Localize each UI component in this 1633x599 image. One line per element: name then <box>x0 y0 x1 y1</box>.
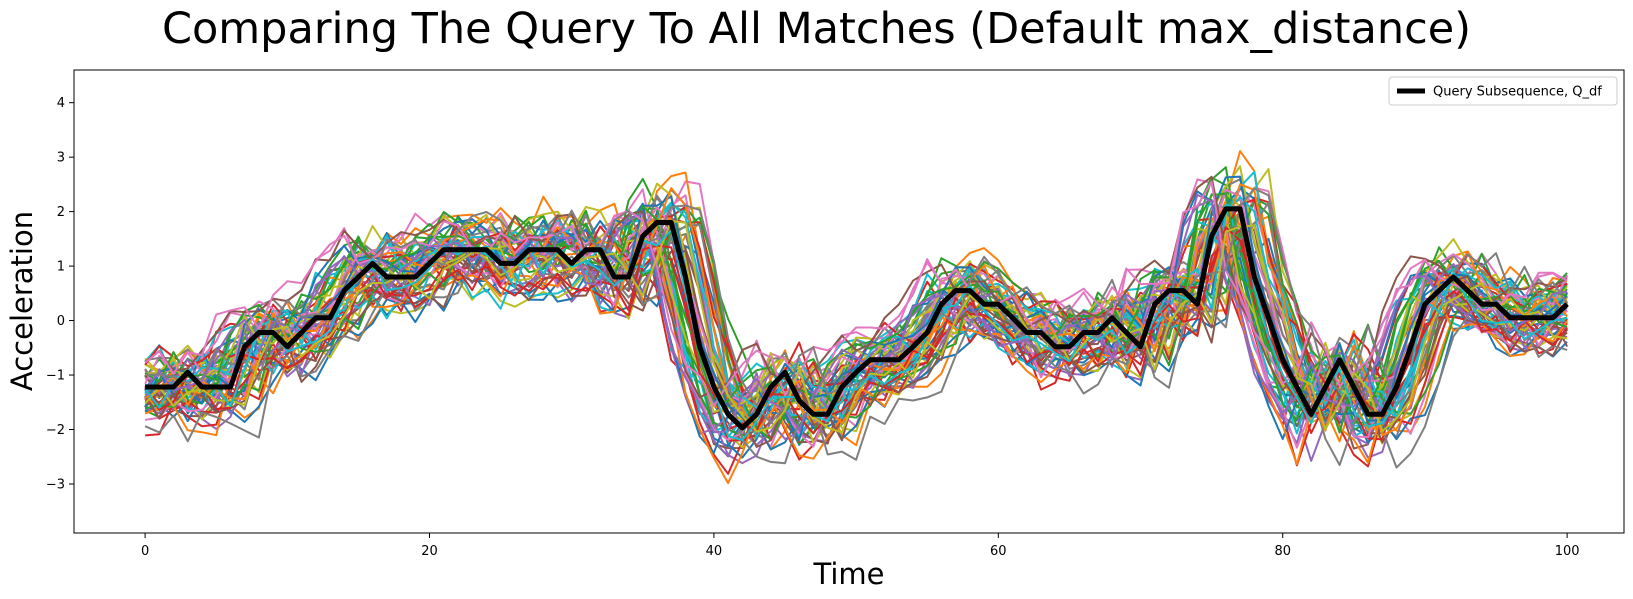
plot-frame <box>73 69 1625 534</box>
match-line <box>144 216 1568 485</box>
x-tick-label: 20 <box>421 544 438 559</box>
y-tick-label: −3 <box>46 477 65 492</box>
x-axis-label: Time <box>813 557 885 591</box>
match-line <box>144 188 1568 402</box>
match-lines <box>144 150 1569 485</box>
x-tick-label: 80 <box>1274 544 1291 559</box>
match-line <box>144 175 1568 401</box>
y-axis: −3 −2 −1 0 1 2 3 4 <box>46 96 74 492</box>
y-tick-label: 0 <box>57 314 65 329</box>
chart-title: Comparing The Query To All Matches (Defa… <box>161 4 1472 54</box>
match-line <box>144 219 1568 434</box>
y-tick-label: −1 <box>46 369 65 384</box>
x-axis: 0 20 40 60 80 100 <box>141 533 1580 559</box>
x-tick-label: 0 <box>141 544 149 559</box>
query-subsequence-line <box>145 206 1569 431</box>
x-tick-label: 100 <box>1555 544 1580 559</box>
x-tick-label: 40 <box>706 544 723 559</box>
query-line-group <box>145 206 1569 431</box>
y-tick-label: −2 <box>46 423 65 438</box>
legend-query-label: Query Subsequence, Q_df <box>1433 85 1602 100</box>
legend: Query Subsequence, Q_df <box>1388 76 1618 106</box>
y-tick-label: 3 <box>57 151 65 166</box>
y-tick-label: 4 <box>57 96 65 111</box>
match-line <box>144 192 1568 412</box>
y-tick-label: 2 <box>57 205 65 220</box>
match-line <box>144 201 1568 469</box>
y-tick-label: 1 <box>57 260 65 275</box>
match-line <box>144 193 1568 434</box>
x-tick-label: 60 <box>990 544 1007 559</box>
y-axis-label: Acceleration <box>5 211 39 391</box>
legend-box <box>1388 76 1618 106</box>
